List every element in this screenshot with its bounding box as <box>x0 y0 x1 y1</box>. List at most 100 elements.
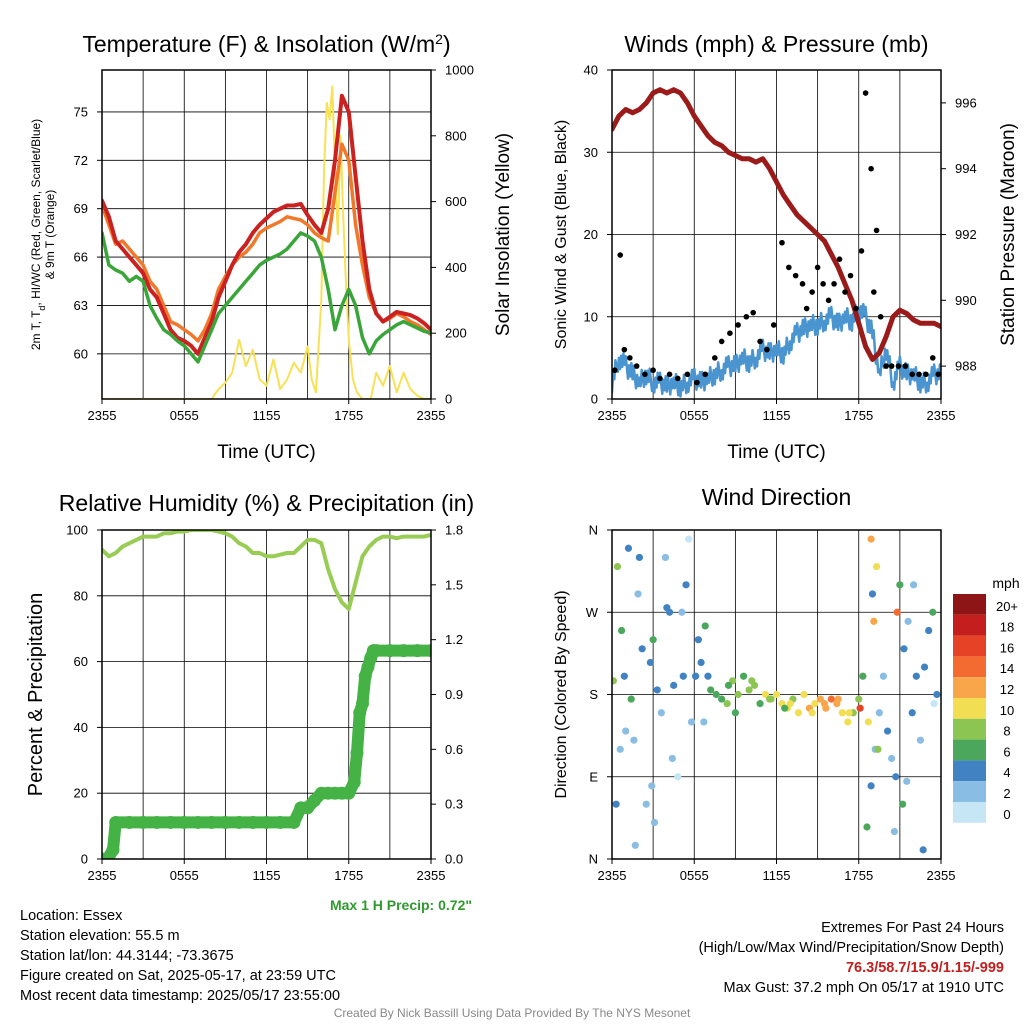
gust-point <box>895 363 902 369</box>
x-tick-label: 2355 <box>417 868 446 883</box>
y2-tick-label: 800 <box>445 128 467 143</box>
x-tick-label: 0555 <box>170 868 199 883</box>
direction-point <box>808 709 816 717</box>
y-tick-label: 75 <box>74 104 88 119</box>
y-tick-label: 69 <box>74 201 88 216</box>
max-gust-text: Max Gust: 37.2 mph On 05/17 at 1910 UTC <box>723 980 1004 996</box>
gust-point <box>871 289 877 295</box>
legend-swatch <box>953 594 986 615</box>
direction-point <box>635 553 644 562</box>
precip-point <box>177 815 191 829</box>
precip-point <box>106 843 120 857</box>
gust-point <box>888 363 895 369</box>
y-tick-label: 60 <box>74 654 88 669</box>
plot-frame <box>611 69 942 400</box>
direction-point <box>844 718 852 726</box>
gust-point <box>750 309 756 316</box>
precip-point <box>109 815 123 829</box>
y-tick-label: E <box>589 769 598 784</box>
direction-point <box>912 672 920 680</box>
direction-point <box>670 681 678 689</box>
recent-data-text: Most recent data timestamp: 2025/05/17 2… <box>20 988 341 1004</box>
gust-point <box>853 305 859 312</box>
gust-point <box>770 322 777 328</box>
y-tick-label: N <box>589 523 598 538</box>
direction-point <box>707 686 715 694</box>
legend-swatch <box>953 614 986 636</box>
direction-point <box>896 581 904 589</box>
legend-title: mph <box>992 575 1019 591</box>
direction-point <box>740 672 748 680</box>
y2-tick-label: 994 <box>955 161 977 176</box>
legend-label: 6 <box>1003 744 1010 759</box>
direction-points <box>612 535 941 854</box>
x-tick-label: 1755 <box>334 868 363 883</box>
location-text: Location: Essex <box>20 908 123 924</box>
temp-line-green <box>102 231 431 364</box>
direction-point <box>827 695 835 703</box>
direction-point <box>900 645 908 653</box>
direction-point <box>697 658 705 667</box>
gust-point <box>792 272 799 279</box>
direction-point <box>811 700 819 708</box>
legend-label: 0 <box>1003 807 1010 822</box>
sonic-wind-line <box>612 302 941 398</box>
direction-point <box>909 581 918 589</box>
direction-point <box>867 535 875 543</box>
direction-point <box>646 658 654 667</box>
precip-point <box>369 644 383 658</box>
y2-tick-label: 0 <box>445 392 452 407</box>
direction-point <box>930 700 938 708</box>
humidity-series <box>102 530 431 859</box>
panel-temperature: 2355 0555 1155 1755 2355 75 72 69 66 63 60 1000 800 6… <box>29 31 514 463</box>
gust-point <box>727 330 733 337</box>
gust-point <box>809 289 815 295</box>
solar-insolation-line <box>102 85 431 399</box>
y2-axis-label: Solar Insolation (Yellow) <box>493 133 514 336</box>
latlon-text: Station lat/lon: 44.3144; -73.3675 <box>20 948 234 964</box>
gust-point <box>929 355 936 361</box>
gust-point <box>935 371 941 378</box>
direction-point <box>786 700 794 708</box>
direction-point <box>903 777 911 785</box>
direction-point <box>624 544 633 552</box>
y-tick-label: 80 <box>74 588 88 603</box>
gust-point <box>883 363 889 369</box>
x-axis-label: Time (UTC) <box>217 442 316 463</box>
direction-point <box>888 754 896 763</box>
precip-point <box>287 815 301 829</box>
direction-point <box>794 709 803 717</box>
direction-point <box>694 636 702 644</box>
x-tick-label: 2355 <box>88 408 117 423</box>
direction-point <box>929 608 937 616</box>
gust-point <box>820 281 826 287</box>
meteogram-figure: 2355 0555 1155 1755 235575726966636010008006… <box>25 31 1020 883</box>
gust-point <box>836 256 843 262</box>
direction-point <box>616 745 624 753</box>
direction-point <box>845 709 853 717</box>
y-tick-label: 30 <box>584 145 598 160</box>
legend-label: 18 <box>1000 620 1014 635</box>
station-info: Location: Essex Station elevation: 55.5 … <box>20 906 340 1006</box>
y-tick-label: 60 <box>74 346 88 361</box>
legend-swatch <box>953 677 986 698</box>
direction-point <box>612 677 617 685</box>
y-tick-label: 40 <box>584 63 598 78</box>
precip-point <box>424 644 431 658</box>
extremes-values: 76.3/58.7/15.9/1.15/-999 <box>845 960 1004 976</box>
direction-point <box>919 846 927 854</box>
gust-point <box>617 252 624 258</box>
gust-point <box>702 371 709 378</box>
direction-point <box>612 800 620 808</box>
y2-axis-label: Station Pressure (Maroon) <box>998 123 1019 346</box>
gust-point <box>718 338 725 345</box>
gust-point <box>642 371 648 378</box>
y-tick-label: S <box>589 687 598 702</box>
direction-point <box>649 636 657 644</box>
chart-title: Relative Humidity (%) & Precipitation (i… <box>59 490 474 516</box>
direction-point <box>663 604 671 612</box>
speed-legend: mph 20+ 18 16 14 12 10 8 6 4 2 0 <box>953 575 1020 823</box>
direction-point <box>890 827 898 836</box>
gust-point <box>621 346 628 353</box>
